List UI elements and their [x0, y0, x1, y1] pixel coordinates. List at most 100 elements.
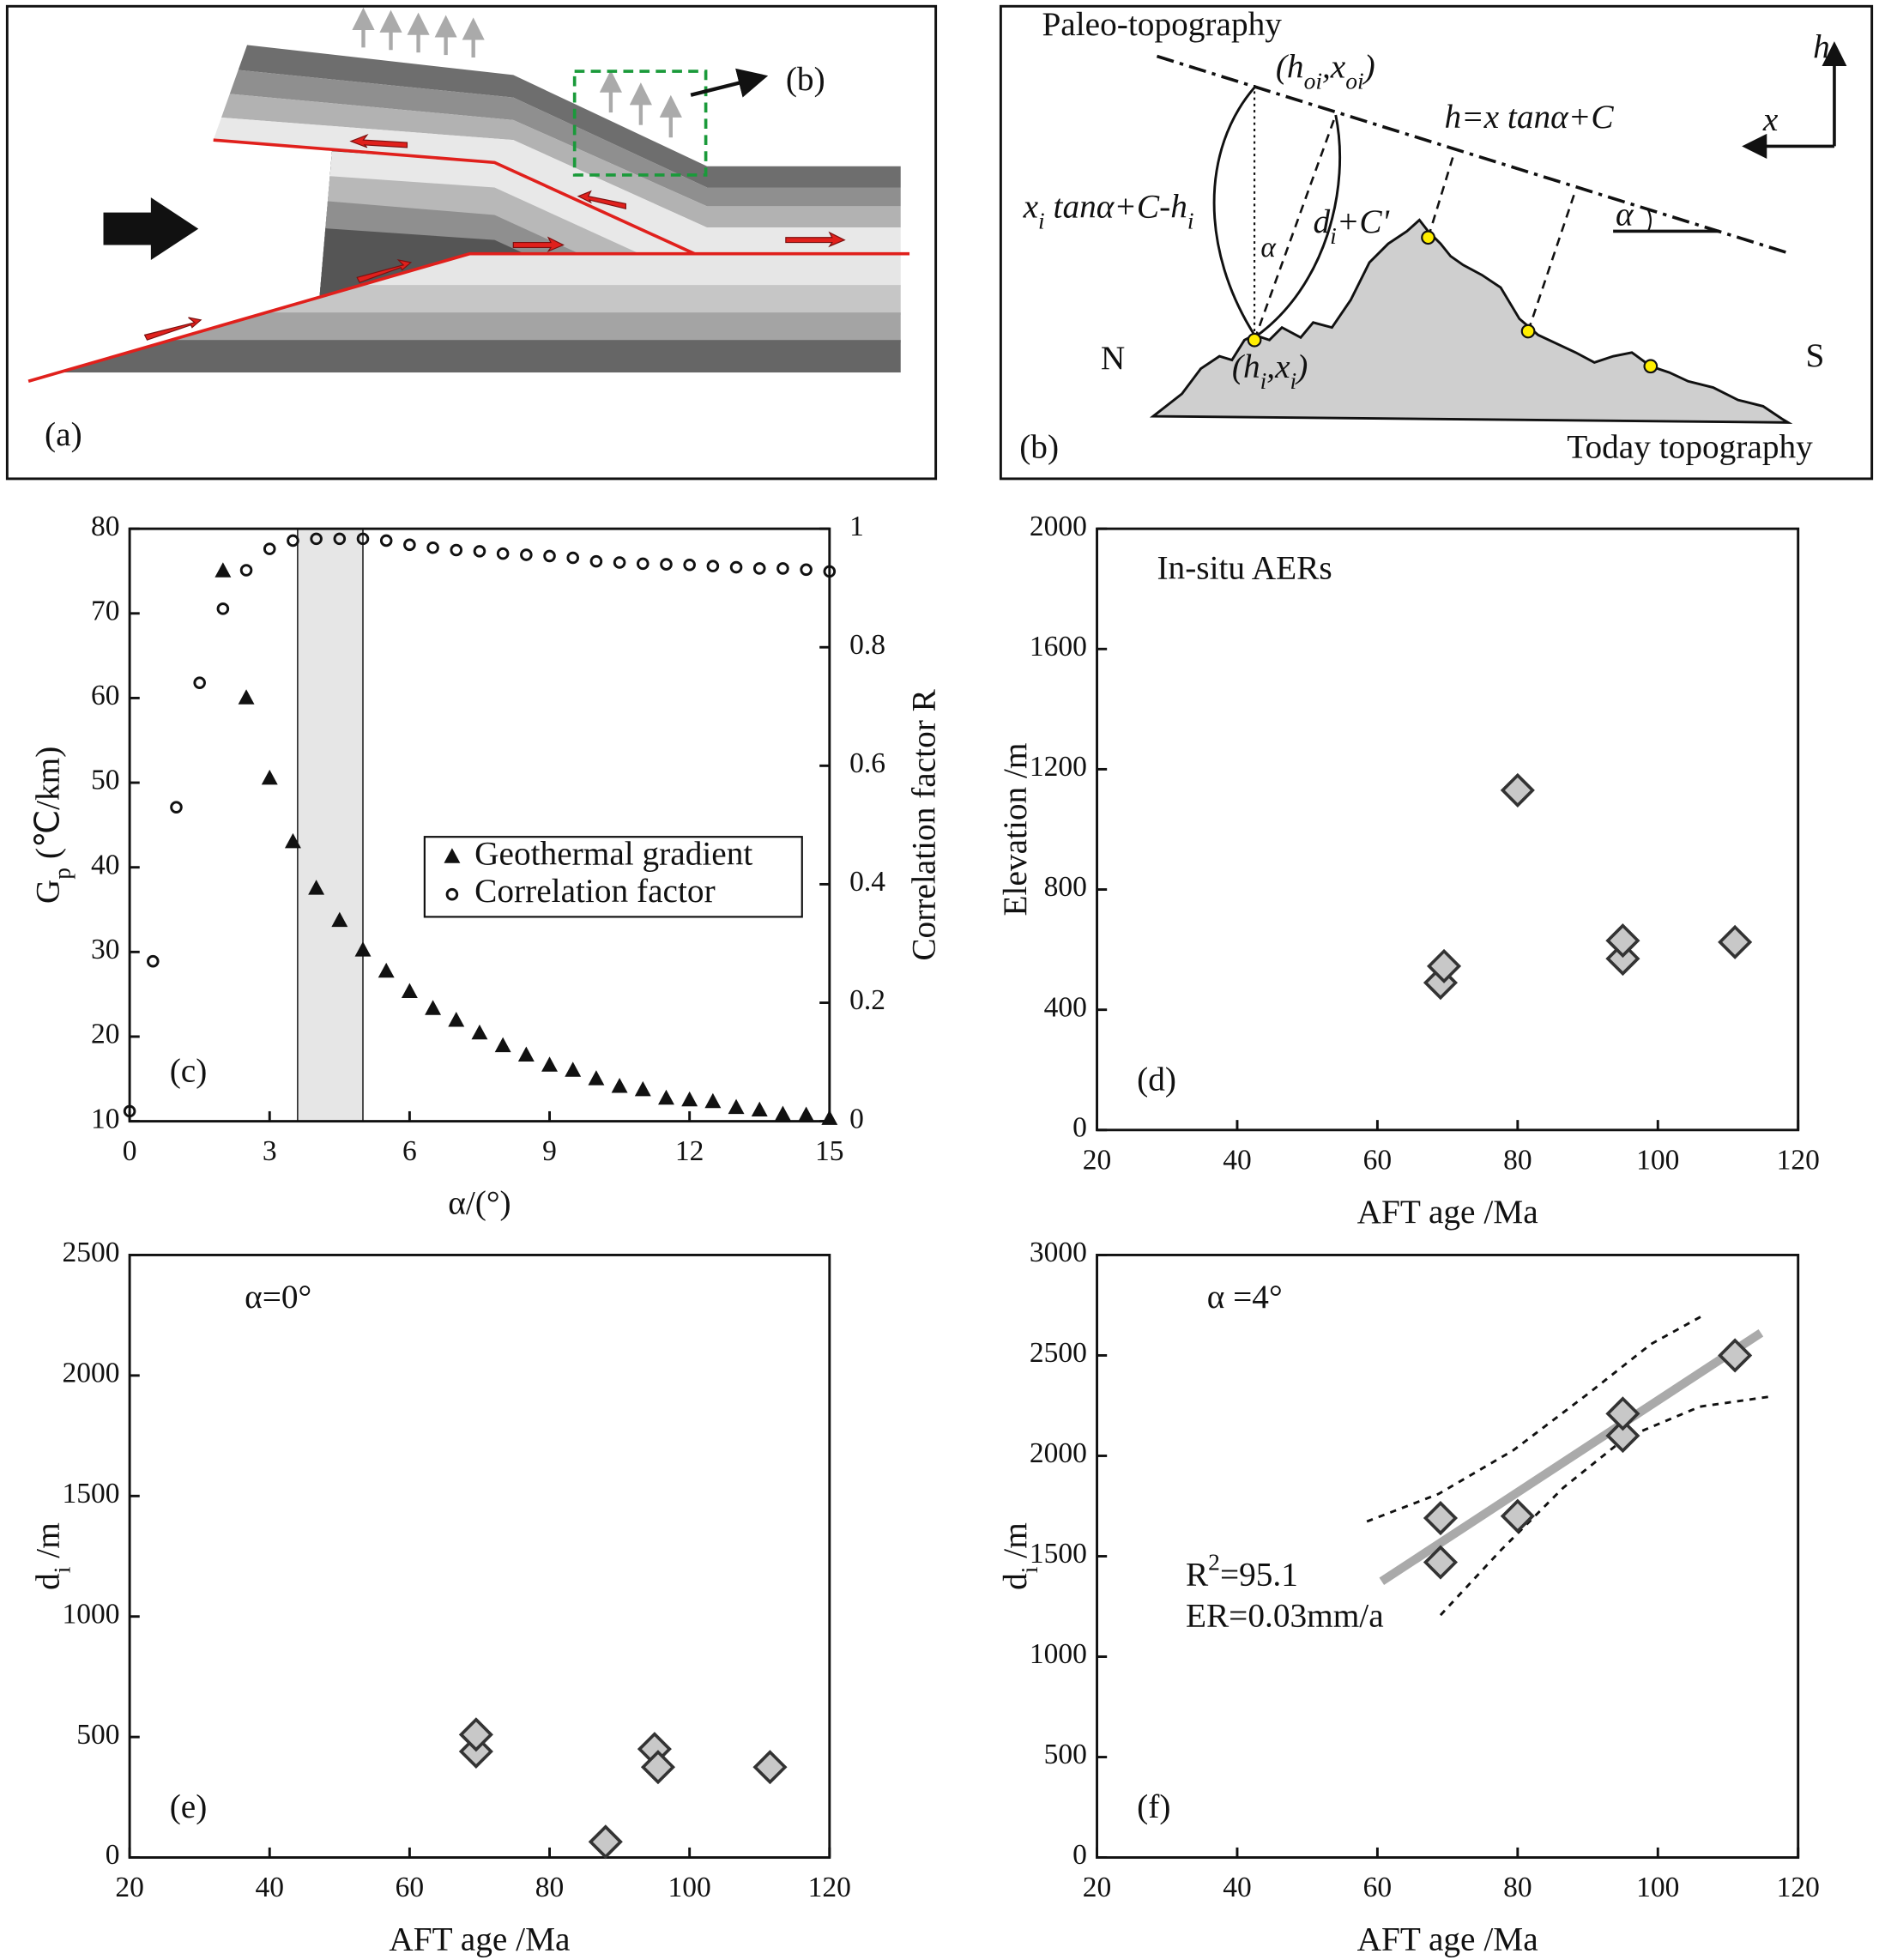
x-tick-label: 80	[535, 1872, 565, 1903]
equation: h=x tanα+C	[1444, 98, 1614, 136]
shaded-range	[297, 528, 364, 1122]
alpha: α	[1260, 232, 1277, 263]
marker	[425, 1000, 442, 1015]
slip-arrows	[143, 134, 846, 341]
text-piece: (h	[1276, 48, 1304, 86]
marker	[640, 1750, 676, 1785]
marker	[517, 1046, 535, 1062]
marker	[543, 549, 556, 563]
fit-line	[1379, 1329, 1764, 1586]
panel-b: Paleo-topography (hoi,xoi) h=x tanα+C xi…	[999, 4, 1874, 481]
marker	[681, 1091, 698, 1107]
x-tick-label: 15	[815, 1135, 843, 1167]
y2-tick-label: 0.4	[849, 866, 885, 898]
paleo-surface	[1156, 54, 1791, 256]
y-tick-label: 2500	[62, 1237, 119, 1268]
x-tick-label: 9	[542, 1135, 557, 1167]
callout-label: (b)	[786, 60, 825, 98]
legend-marker	[445, 887, 459, 901]
annotation: In-situ AERs	[1157, 549, 1332, 587]
x-axis-label: AFT age /Ma	[1357, 1921, 1538, 1958]
marker	[216, 602, 230, 615]
plot-frame	[128, 1254, 831, 1860]
x-tick-label: 80	[1503, 1872, 1532, 1903]
y-tick-label: 500	[1044, 1739, 1087, 1770]
marker	[263, 542, 276, 555]
text-piece: (h	[1232, 348, 1260, 385]
marker	[729, 560, 743, 574]
south: S	[1805, 336, 1824, 374]
y-tick-label: 1500	[62, 1478, 119, 1509]
marker	[565, 1062, 582, 1077]
point-top: (hoi,xoi)	[1276, 48, 1375, 94]
y-tick-label: 40	[91, 849, 120, 880]
marker	[706, 560, 720, 572]
text-piece: i	[1290, 367, 1297, 394]
marker	[658, 1089, 674, 1105]
text-piece: G	[28, 880, 66, 904]
marker	[823, 565, 837, 578]
plot-frame	[128, 527, 831, 1123]
x-tick-label: 60	[1363, 1872, 1393, 1903]
marker	[1605, 923, 1640, 959]
x-axis-label: AFT age /Ma	[389, 1921, 570, 1958]
y-tick-label: 2500	[1030, 1337, 1087, 1369]
marker	[1426, 948, 1462, 983]
marker	[1718, 1338, 1753, 1373]
x-tick-label: 120	[808, 1872, 851, 1903]
text-piece: =95.1	[1220, 1555, 1298, 1593]
marker	[379, 534, 393, 547]
text-piece: d	[996, 1573, 1034, 1590]
marker	[613, 556, 626, 569]
marker	[403, 538, 416, 552]
marker	[458, 1717, 493, 1752]
marker	[704, 1092, 722, 1109]
marker	[541, 1056, 558, 1072]
text-piece: /m	[996, 1522, 1034, 1566]
annotation: α =4°	[1207, 1278, 1283, 1316]
marker	[356, 532, 370, 546]
marker	[611, 1077, 628, 1093]
y-tick-label: 1000	[62, 1598, 119, 1630]
brace	[1212, 87, 1256, 336]
text-piece: R	[1186, 1555, 1209, 1593]
y-tick-label: 1600	[1030, 631, 1087, 662]
callout-arrow	[690, 68, 769, 98]
x-tick-label: 3	[263, 1135, 277, 1167]
x-axis-label: α/(°)	[448, 1184, 511, 1222]
y2-axis-label: Correlation factor R	[904, 688, 942, 960]
y-axis-label: di /m	[28, 1522, 75, 1590]
y2-tick-label: 0.8	[849, 629, 885, 661]
y-axis-label: Elevation /m	[996, 742, 1034, 916]
marker	[776, 562, 789, 575]
text-piece: d	[1314, 203, 1331, 240]
legend-label: Geothermal gradient	[474, 835, 752, 873]
marker	[1423, 1500, 1459, 1536]
y-tick-label: 2000	[1030, 1437, 1087, 1469]
plot-frame	[1096, 527, 1800, 1132]
annotation: R2=95.1	[1186, 1548, 1298, 1593]
marker	[751, 1101, 768, 1117]
text-piece: oi	[1304, 67, 1322, 94]
marker	[287, 534, 299, 547]
y-tick-label: 20	[91, 1019, 120, 1050]
fault	[27, 251, 910, 384]
panel-a: (b) (a)	[5, 4, 938, 481]
sample-points	[1247, 230, 1658, 374]
alpha: α	[1616, 195, 1634, 233]
marker	[147, 954, 160, 968]
y-axis-label: di /m	[996, 1522, 1042, 1590]
y2-tick-label: 0	[849, 1103, 864, 1134]
y-tick-label: 1000	[1030, 1638, 1087, 1670]
north: N	[1101, 339, 1125, 377]
text-piece: x	[1023, 188, 1039, 226]
marker	[331, 911, 348, 928]
text-piece: ,x	[1322, 48, 1346, 86]
y2-tick-label: 1	[849, 511, 864, 542]
text-piece: i	[1260, 367, 1267, 394]
marker	[310, 532, 323, 546]
left-expression: xi tanα+C-hi	[1023, 188, 1194, 234]
x-axis-label: x	[1762, 100, 1779, 138]
marker	[448, 1012, 465, 1027]
